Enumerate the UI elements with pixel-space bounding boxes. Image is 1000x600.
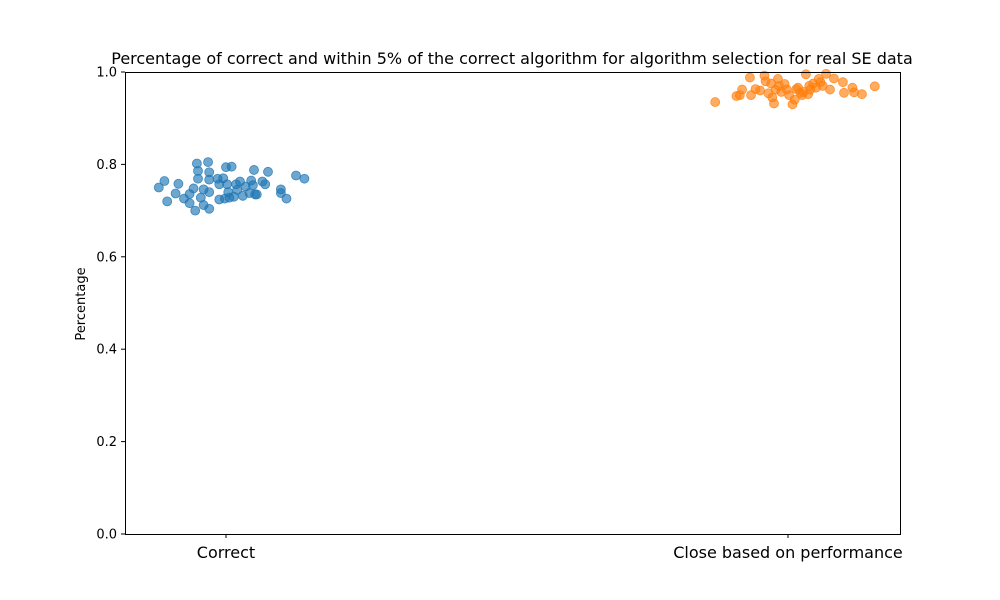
data-point: [162, 196, 173, 207]
data-point: [281, 193, 292, 204]
y-tick-label: 0.6: [96, 250, 117, 265]
data-point: [204, 187, 215, 198]
data-point: [204, 174, 215, 185]
axis-ticks: 0.0 0.2 0.4 0.6 0.8 1.0 Correct Close based on …: [96, 66, 902, 563]
data-point: [299, 173, 310, 184]
data-point: [839, 87, 849, 98]
data-point: [745, 72, 755, 83]
data-point: [247, 180, 258, 191]
data-point: [260, 179, 271, 190]
data-point: [203, 157, 213, 167]
plot-frame: [125, 72, 901, 535]
chart-title: Percentage of correct and within 5% of t…: [111, 49, 913, 68]
y-tick-label: 0.2: [96, 435, 117, 450]
data-point: [825, 84, 835, 95]
data-point: [801, 69, 811, 80]
data-point: [204, 203, 215, 214]
data-point: [173, 178, 184, 189]
data-point: [159, 176, 170, 186]
data-point: [249, 165, 259, 175]
data-point: [869, 81, 880, 92]
data-point: [188, 183, 199, 194]
data-point: [829, 73, 839, 84]
data-point: [710, 97, 721, 107]
data-point: [755, 85, 765, 96]
x-category-label: Close based on performance: [673, 543, 903, 562]
y-axis-label: Percentage: [74, 267, 89, 340]
y-tick-label: 0.4: [96, 343, 117, 358]
y-tick-label: 0.8: [96, 158, 117, 173]
data-point: [153, 182, 164, 193]
data-point: [251, 189, 262, 200]
y-tick-label: 1.0: [96, 66, 117, 81]
x-category-label: Correct: [197, 543, 255, 562]
data-point: [184, 198, 195, 209]
data-point: [190, 205, 201, 216]
data-point: [170, 188, 181, 199]
y-tick-label: 0.0: [96, 528, 117, 543]
data-point: [291, 170, 301, 181]
data-point: [769, 98, 779, 109]
data-point: [737, 84, 747, 95]
data-point: [837, 77, 848, 88]
data-point: [193, 173, 203, 184]
data-point: [263, 166, 273, 177]
data-point: [821, 68, 831, 79]
data-point: [857, 89, 867, 100]
data-points: [153, 68, 880, 216]
data-point: [226, 161, 237, 172]
data-point: [789, 94, 800, 105]
